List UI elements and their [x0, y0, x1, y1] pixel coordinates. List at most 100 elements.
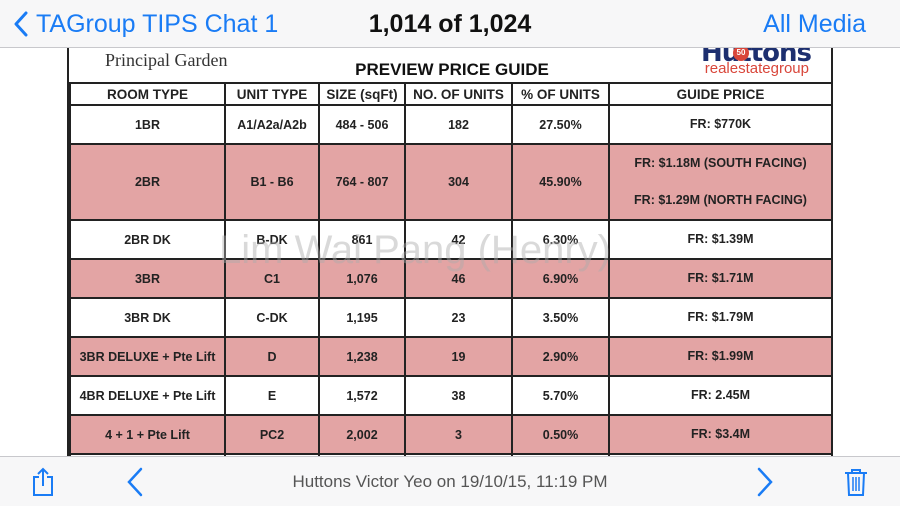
size-cell: 1,572 [318, 375, 406, 416]
guide-price-cell: FR: $3.85M [608, 453, 833, 456]
huttons-logo: Huttons 50 realestategroup [665, 48, 812, 80]
guide-price-cell: FR: $1.99M [608, 336, 833, 377]
logo-wordmark: Huttons [701, 48, 812, 68]
chevron-left-icon [127, 467, 143, 497]
unit-type-cell: B-DK [224, 219, 320, 260]
trash-icon [845, 469, 867, 496]
no-of-units-cell: 3 [404, 414, 513, 455]
room-type-cell: 2BR DK [69, 219, 226, 260]
pct-of-units-cell: 45.90% [511, 143, 610, 221]
table-row: 2BR B1 - B6 764 - 807 304 45.90% FR: $1.18M (… [69, 143, 833, 221]
next-button[interactable] [752, 465, 778, 499]
no-of-units-cell: 304 [404, 143, 513, 221]
header-size: SIZE (sqFt) [318, 82, 406, 106]
header-no-of-units: NO. OF UNITS [404, 82, 513, 106]
unit-type-cell: C-DK [224, 297, 320, 338]
guide-price-cell: FR: 2.45M [608, 375, 833, 416]
guide-price-text: FR: $770K [689, 117, 752, 131]
guide-price-text: FR: $1.39M [687, 232, 754, 246]
guide-price-text: FR: $3.4M [690, 427, 751, 441]
guide-price-text-alt: FR: $1.29M (NORTH FACING) [634, 193, 807, 207]
room-type-cell: 3BR DK [69, 297, 226, 338]
guide-price-text: FR: 2.45M [690, 388, 751, 402]
unit-type-cell: D [224, 336, 320, 377]
unit-type-cell: E [224, 375, 320, 416]
logo-subtitle: realestategroup [704, 60, 809, 77]
guide-price-cell: FR: $770K [608, 104, 833, 145]
table-row: 3BR C1 1,076 46 6.90% FR: $1.71M [69, 258, 833, 299]
price-table: ROOM TYPE UNIT TYPE SIZE (sqFt) NO. OF U… [69, 82, 833, 456]
unit-type-cell: C1 [224, 258, 320, 299]
header-guide-price: GUIDE PRICE [608, 82, 833, 106]
guide-price-cell: FR: $1.18M (SOUTH FACING) FR: $1.29M (NOR… [608, 143, 833, 221]
no-of-units-cell: 19 [404, 336, 513, 377]
room-type-cell: 4BR DELUXE + Pte Lift [69, 375, 226, 416]
pct-of-units-cell: 6.30% [511, 219, 610, 260]
all-media-button[interactable]: All Media [763, 10, 866, 38]
share-icon [33, 467, 53, 496]
media-photo[interactable]: Principal Garden Huttons 50 realestategr… [0, 48, 900, 456]
table-row: 4BR DELUXE + Pte Lift E 1,572 38 5.70% FR: 2.… [69, 375, 833, 416]
no-of-units-cell: 182 [404, 104, 513, 145]
table-header-row: ROOM TYPE UNIT TYPE SIZE (sqFt) NO. OF U… [69, 82, 833, 106]
no-of-units-cell: 6 [404, 453, 513, 456]
table-row: 3BR DK C-DK 1,195 23 3.50% FR: $1.79M [69, 297, 833, 338]
table-row: 5 + 1 + Pte LiftPC12,34760.90%FR: $3.85M [69, 453, 833, 456]
room-type-cell: 1BR [69, 104, 226, 145]
size-cell: 2,347 [318, 453, 406, 456]
room-type-cell: 5 + 1 + Pte Lift [69, 453, 226, 456]
guide-price-text: FR: $1.99M [687, 349, 754, 363]
size-cell: 484 - 506 [318, 104, 406, 145]
guide-price-cell: FR: $3.4M [608, 414, 833, 455]
room-type-cell: 2BR [69, 143, 226, 221]
pct-of-units-cell: 3.50% [511, 297, 610, 338]
size-cell: 1,238 [318, 336, 406, 377]
room-type-cell: 4 + 1 + Pte Lift [69, 414, 226, 455]
price-guide-document: Principal Garden Huttons 50 realestategr… [67, 48, 833, 456]
chevron-right-icon [757, 467, 773, 497]
guide-price-text: FR: $1.79M [687, 310, 754, 324]
logo-badge: 50 [733, 48, 749, 61]
size-cell: 1,076 [318, 258, 406, 299]
table-row: 4 + 1 + Pte Lift PC2 2,002 3 0.50% FR: $3.4M [69, 414, 833, 455]
pct-of-units-cell: 5.70% [511, 375, 610, 416]
top-nav-bar: TAGroup TIPS Chat 1 1,014 of 1,024 All M… [0, 0, 900, 48]
header-room-type: ROOM TYPE [69, 82, 226, 106]
header-pct-of-units: % OF UNITS [511, 82, 610, 106]
unit-type-cell: B1 - B6 [224, 143, 320, 221]
no-of-units-cell: 42 [404, 219, 513, 260]
size-cell: 861 [318, 219, 406, 260]
pct-of-units-cell: 6.90% [511, 258, 610, 299]
development-name: Principal Garden [105, 50, 228, 70]
size-cell: 1,195 [318, 297, 406, 338]
guide-price-cell: FR: $1.79M [608, 297, 833, 338]
chevron-left-icon [14, 11, 28, 37]
delete-button[interactable] [842, 465, 870, 499]
pct-of-units-cell: 27.50% [511, 104, 610, 145]
room-type-cell: 3BR [69, 258, 226, 299]
pct-of-units-cell: 0.90% [511, 453, 610, 456]
unit-type-cell: PC2 [224, 414, 320, 455]
size-cell: 764 - 807 [318, 143, 406, 221]
room-type-cell: 3BR DELUXE + Pte Lift [69, 336, 226, 377]
header-unit-type: UNIT TYPE [224, 82, 320, 106]
document-title: PREVIEW PRICE GUIDE [355, 60, 549, 79]
table-row: 1BR A1/A2a/A2b 484 - 506 182 27.50% FR: $770K [69, 104, 833, 145]
size-cell: 2,002 [318, 414, 406, 455]
unit-type-cell: A1/A2a/A2b [224, 104, 320, 145]
guide-price-text: FR: $1.71M [687, 271, 754, 285]
bottom-toolbar: Huttons Victor Yeo on 19/10/15, 11:19 PM [0, 456, 900, 506]
back-button-label: TAGroup TIPS Chat 1 [36, 9, 279, 38]
no-of-units-cell: 38 [404, 375, 513, 416]
pct-of-units-cell: 0.50% [511, 414, 610, 455]
previous-button[interactable] [122, 465, 148, 499]
unit-type-cell: PC1 [224, 453, 320, 456]
guide-price-cell: FR: $1.39M [608, 219, 833, 260]
guide-price-cell: FR: $1.71M [608, 258, 833, 299]
no-of-units-cell: 46 [404, 258, 513, 299]
table-row: 3BR DELUXE + Pte Lift D 1,238 19 2.90% FR: $1… [69, 336, 833, 377]
no-of-units-cell: 23 [404, 297, 513, 338]
table-row: 2BR DK B-DK 861 42 6.30% FR: $1.39M [69, 219, 833, 260]
share-button[interactable] [28, 465, 58, 499]
back-button[interactable]: TAGroup TIPS Chat 1 [14, 6, 278, 42]
